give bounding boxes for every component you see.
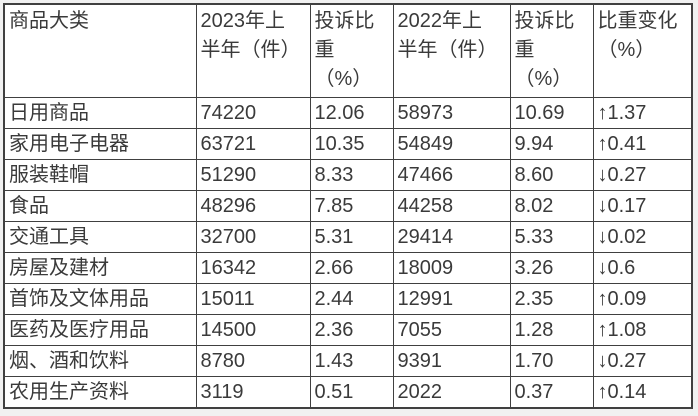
column-header-2022-share: 投诉比 重 （%） [509,3,594,98]
share_2023-cell: 8.33 [309,159,394,191]
table-row: 食品 48296 7.85 44258 8.02 ↓0.17 [3,190,693,222]
category-cell: 烟、酒和饮料 [3,345,197,377]
category-cell: 家用电子电器 [3,128,197,160]
share_2023-cell: 2.44 [309,283,394,315]
h1_2023-cell: 14500 [195,314,311,346]
table-row: 家用电子电器 63721 10.35 54849 9.94 ↑0.41 [3,128,693,160]
h1_2022-cell: 44258 [392,190,511,222]
h1_2022-cell: 29414 [392,221,511,253]
column-header-2023-count: 2023年上 半年（件） [195,3,311,98]
change-cell: ↑1.37 [592,97,693,129]
h1_2022-cell: 58973 [392,97,511,129]
share_2022-cell: 1.70 [509,345,594,377]
column-header-category: 商品大类 [3,3,197,98]
h1_2022-cell: 12991 [392,283,511,315]
h1_2023-cell: 3119 [195,376,311,409]
share_2022-cell: 8.02 [509,190,594,222]
share_2022-cell: 5.33 [509,221,594,253]
change-cell: ↑0.14 [592,376,693,409]
category-cell: 交通工具 [3,221,197,253]
h1_2022-cell: 2022 [392,376,511,409]
change-cell: ↓0.17 [592,190,693,222]
h1_2022-cell: 54849 [392,128,511,160]
category-cell: 日用商品 [3,97,197,129]
h1_2022-cell: 9391 [392,345,511,377]
share_2022-cell: 9.94 [509,128,594,160]
h1_2023-cell: 74220 [195,97,311,129]
table-row: 日用商品 74220 12.06 58973 10.69 ↑1.37 [3,97,693,129]
category-cell: 服装鞋帽 [3,159,197,191]
share_2022-cell: 8.60 [509,159,594,191]
h1_2022-cell: 18009 [392,252,511,284]
change-cell: ↓0.27 [592,345,693,377]
h1_2023-cell: 63721 [195,128,311,160]
table-row: 服装鞋帽 51290 8.33 47466 8.60 ↓0.27 [3,159,693,191]
change-cell: ↑1.08 [592,314,693,346]
change-cell: ↓0.02 [592,221,693,253]
category-cell: 食品 [3,190,197,222]
share_2022-cell: 2.35 [509,283,594,315]
share_2023-cell: 7.85 [309,190,394,222]
column-header-2023-share: 投诉比 重 （%） [309,3,394,98]
share_2023-cell: 5.31 [309,221,394,253]
share_2023-cell: 0.51 [309,376,394,409]
table-row: 烟、酒和饮料 8780 1.43 9391 1.70 ↓0.27 [3,345,693,377]
h1_2023-cell: 32700 [195,221,311,253]
h1_2023-cell: 16342 [195,252,311,284]
share_2023-cell: 12.06 [309,97,394,129]
column-header-change: 比重变化 （%） [592,3,693,98]
column-header-2022-count: 2022年上 半年（件） [392,3,511,98]
share_2022-cell: 1.28 [509,314,594,346]
change-cell: ↓0.6 [592,252,693,284]
table-row: 医药及医疗用品 14500 2.36 7055 1.28 ↑1.08 [3,314,693,346]
change-cell: ↓0.27 [592,159,693,191]
h1_2023-cell: 15011 [195,283,311,315]
h1_2022-cell: 47466 [392,159,511,191]
share_2023-cell: 10.35 [309,128,394,160]
complaint-stats-table: 商品大类 2023年上 半年（件） 投诉比 重 （%） 2022年上 半年（件）… [3,3,693,409]
category-cell: 房屋及建材 [3,252,197,284]
table-header-row: 商品大类 2023年上 半年（件） 投诉比 重 （%） 2022年上 半年（件）… [3,3,693,98]
category-cell: 农用生产资料 [3,376,197,409]
table-row: 房屋及建材 16342 2.66 18009 3.26 ↓0.6 [3,252,693,284]
share_2022-cell: 10.69 [509,97,594,129]
category-cell: 首饰及文体用品 [3,283,197,315]
table-row: 农用生产资料 3119 0.51 2022 0.37 ↑0.14 [3,376,693,409]
table-row: 首饰及文体用品 15011 2.44 12991 2.35 ↑0.09 [3,283,693,315]
change-cell: ↑0.41 [592,128,693,160]
change-cell: ↑0.09 [592,283,693,315]
share_2023-cell: 2.66 [309,252,394,284]
share_2022-cell: 0.37 [509,376,594,409]
table-body: 日用商品 74220 12.06 58973 10.69 ↑1.37 家用电子电器 63721… [3,97,693,409]
h1_2023-cell: 8780 [195,345,311,377]
h1_2022-cell: 7055 [392,314,511,346]
share_2023-cell: 1.43 [309,345,394,377]
h1_2023-cell: 51290 [195,159,311,191]
category-cell: 医药及医疗用品 [3,314,197,346]
share_2022-cell: 3.26 [509,252,594,284]
h1_2023-cell: 48296 [195,190,311,222]
share_2023-cell: 2.36 [309,314,394,346]
table-row: 交通工具 32700 5.31 29414 5.33 ↓0.02 [3,221,693,253]
